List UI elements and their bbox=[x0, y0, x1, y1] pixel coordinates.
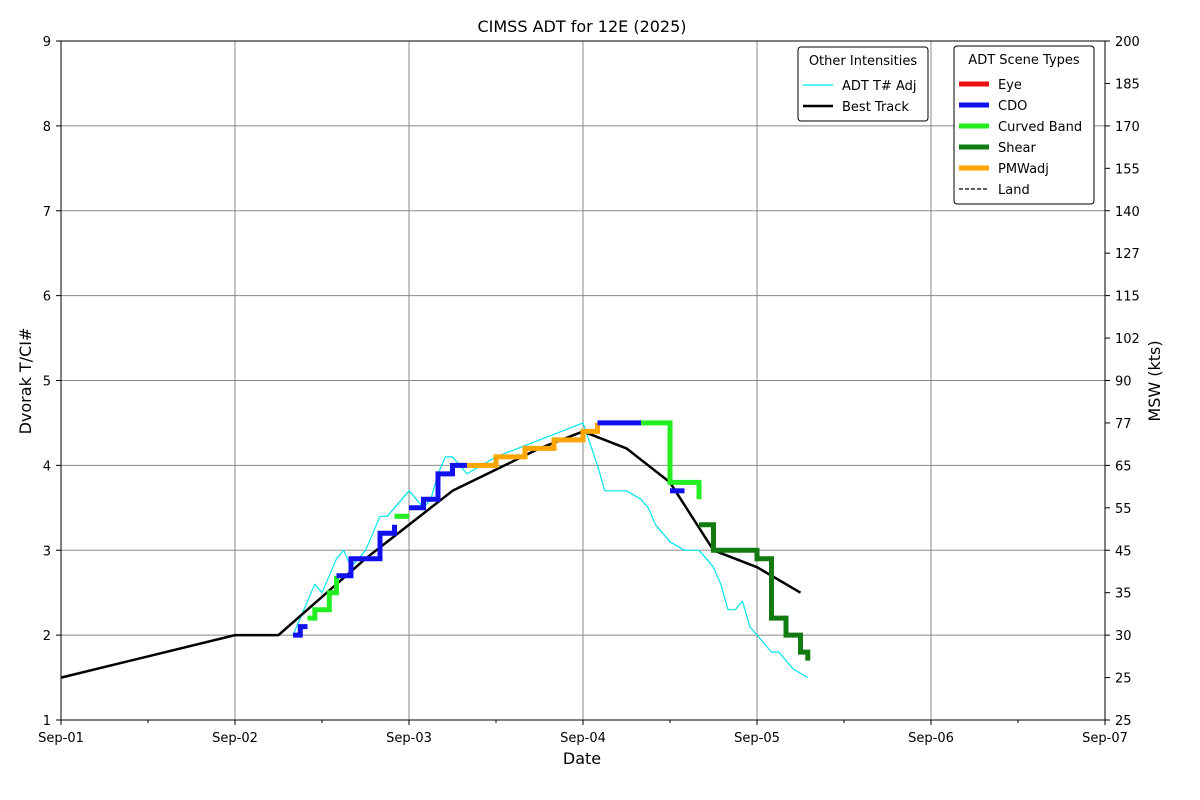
y2-tick-label: 55 bbox=[1115, 502, 1132, 517]
y-tick-label: 2 bbox=[43, 629, 51, 644]
y2-tick-label: 102 bbox=[1115, 332, 1140, 347]
legend-label: Land bbox=[998, 183, 1030, 198]
y-axis-label: Dvorak T/CI# bbox=[16, 328, 35, 435]
scene-layer bbox=[293, 420, 811, 661]
legend-label: PMWadj bbox=[998, 162, 1049, 177]
x-tick-label: Sep-01 bbox=[38, 731, 84, 746]
scene-segment-shear bbox=[699, 522, 811, 661]
legend-box bbox=[797, 46, 929, 122]
x-tick-label: Sep-02 bbox=[212, 731, 258, 746]
y-tick-label: 9 bbox=[43, 35, 51, 50]
y-axis-left: 1 2 3 4 5 6 7 8 9 bbox=[43, 35, 61, 729]
y2-tick-label: 25 bbox=[1115, 714, 1132, 729]
y2-tick-label: 140 bbox=[1115, 205, 1140, 220]
best-track-line bbox=[60, 430, 802, 679]
scene-segment-curved-band bbox=[641, 420, 702, 500]
x-tick-label: Sep-07 bbox=[1082, 731, 1128, 746]
legend-label: CDO bbox=[998, 99, 1027, 114]
scene-segment-pmwadj bbox=[467, 422, 600, 468]
legend-other-intensities: Other Intensities ADT T# Adj Best Track bbox=[797, 46, 929, 122]
grid-layer bbox=[60, 41, 1106, 720]
y-tick-label: 6 bbox=[43, 290, 51, 305]
y2-tick-label: 30 bbox=[1115, 629, 1132, 644]
legend-title: Other Intensities bbox=[809, 54, 918, 69]
x-axis: Sep-01 Sep-02 Sep-03 Sep-04 Sep-05 Sep-06 Sep-… bbox=[38, 720, 1128, 746]
legend-title: ADT Scene Types bbox=[968, 53, 1080, 68]
y2-tick-label: 185 bbox=[1115, 77, 1140, 92]
scene-segment-cdo bbox=[293, 624, 308, 638]
adt-t-adj-line bbox=[292, 422, 809, 679]
y2-tick-label: 200 bbox=[1115, 35, 1140, 50]
scene-segment-cdo bbox=[336, 524, 397, 579]
y2-tick-label: 115 bbox=[1115, 290, 1140, 305]
x-tick-label: Sep-06 bbox=[908, 731, 954, 746]
x-tick-label: Sep-04 bbox=[560, 731, 606, 746]
y2-tick-label: 25 bbox=[1115, 672, 1132, 687]
chart-title: CIMSS ADT for 12E (2025) bbox=[477, 17, 686, 36]
legend-label: Best Track bbox=[842, 100, 909, 115]
legend-scene-types: ADT Scene Types Eye CDO Curved Band Shear PMW… bbox=[953, 45, 1095, 205]
y2-tick-label: 35 bbox=[1115, 587, 1132, 602]
y-tick-label: 5 bbox=[43, 375, 51, 390]
y-tick-label: 7 bbox=[43, 205, 51, 220]
y-tick-label: 8 bbox=[43, 120, 51, 135]
y2-tick-label: 90 bbox=[1115, 375, 1132, 390]
legend-label: Curved Band bbox=[998, 120, 1082, 135]
y-axis-right: 25 25 30 35 45 55 65 77 90 102 115 127 140 155 170 185 2… bbox=[1105, 35, 1140, 729]
y-tick-label: 3 bbox=[43, 544, 51, 559]
scene-segment-curved-band bbox=[307, 575, 339, 621]
y2-tick-label: 65 bbox=[1115, 459, 1132, 474]
y2-tick-label: 45 bbox=[1115, 544, 1132, 559]
y2-axis-label: MSW (kts) bbox=[1145, 340, 1164, 421]
y2-tick-label: 77 bbox=[1115, 417, 1132, 432]
x-tick-label: Sep-03 bbox=[386, 731, 432, 746]
scene-segment-cdo bbox=[409, 462, 467, 511]
x-tick-label: Sep-05 bbox=[734, 731, 780, 746]
x-axis-label: Date bbox=[563, 749, 601, 768]
legend-label: ADT T# Adj bbox=[842, 79, 916, 94]
y2-tick-label: 155 bbox=[1115, 162, 1140, 177]
legend-label: Eye bbox=[998, 78, 1022, 93]
y-tick-label: 4 bbox=[43, 459, 51, 474]
y2-tick-label: 127 bbox=[1115, 247, 1140, 262]
y-tick-label: 1 bbox=[43, 714, 51, 729]
y2-tick-label: 170 bbox=[1115, 120, 1140, 135]
legend-label: Shear bbox=[998, 141, 1036, 156]
